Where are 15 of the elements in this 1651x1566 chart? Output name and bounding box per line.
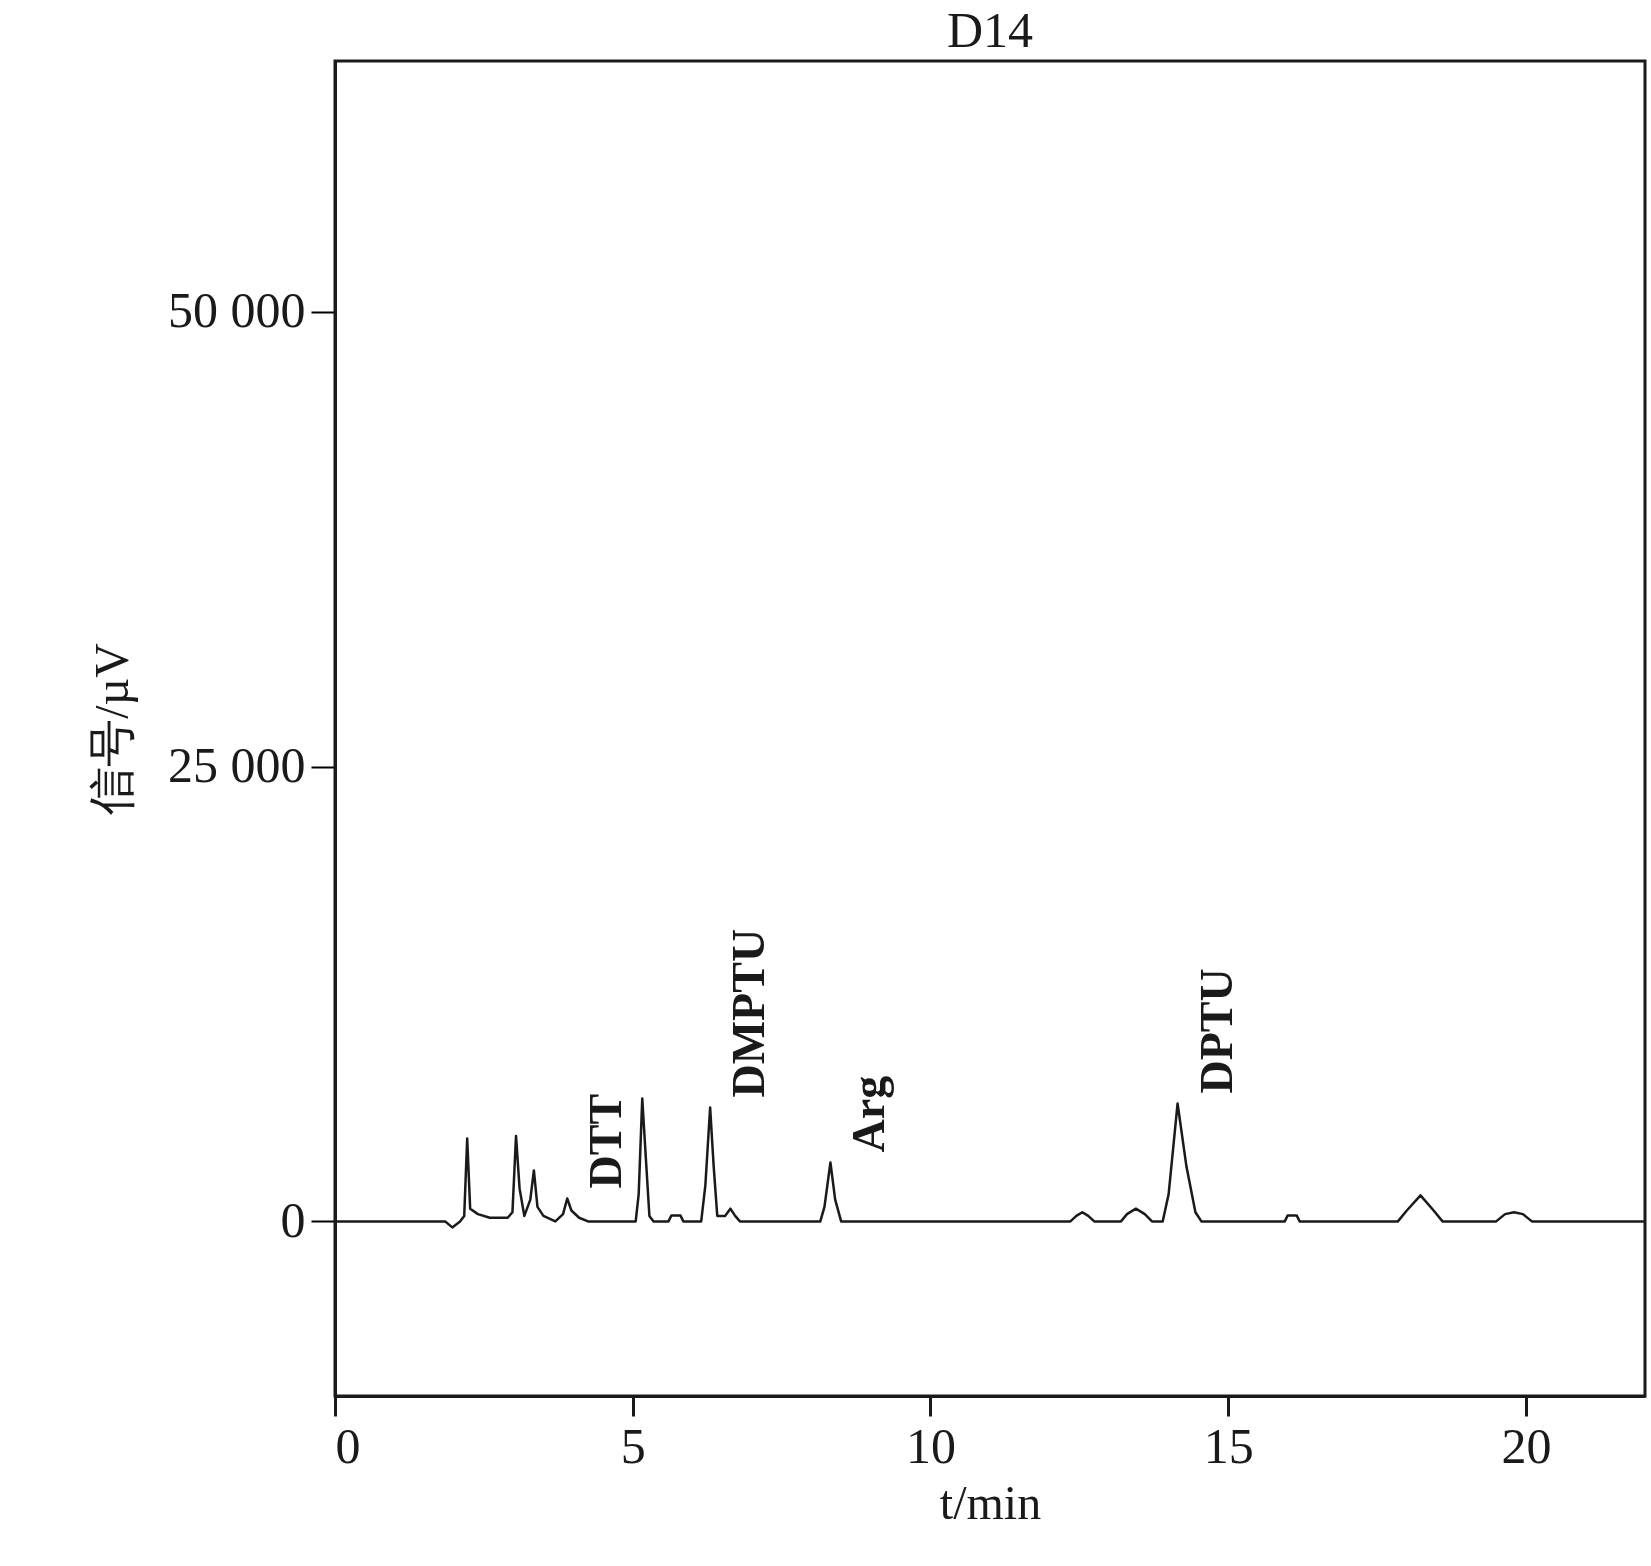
y-axis-title: 信号/µV: [85, 642, 138, 815]
x-tick-label: 5: [620, 1417, 646, 1474]
y-tick-label: 0: [280, 1191, 306, 1248]
x-tick-label: 20: [1501, 1417, 1552, 1474]
annotation: DPTU: [1190, 968, 1242, 1094]
x-tick-label: 15: [1203, 1417, 1254, 1474]
x-tick-label: 10: [905, 1417, 956, 1474]
chart-title: D14: [946, 2, 1034, 58]
y-tick-label: 50 000: [168, 282, 306, 339]
annotation: DTT: [580, 1093, 632, 1189]
y-tick-label: 25 000: [168, 737, 306, 794]
annotation: Arg: [843, 1075, 895, 1153]
x-axis-title: t/min: [939, 1475, 1042, 1529]
annotation: DMPTU: [723, 928, 775, 1098]
x-tick-label: 0: [335, 1417, 361, 1474]
